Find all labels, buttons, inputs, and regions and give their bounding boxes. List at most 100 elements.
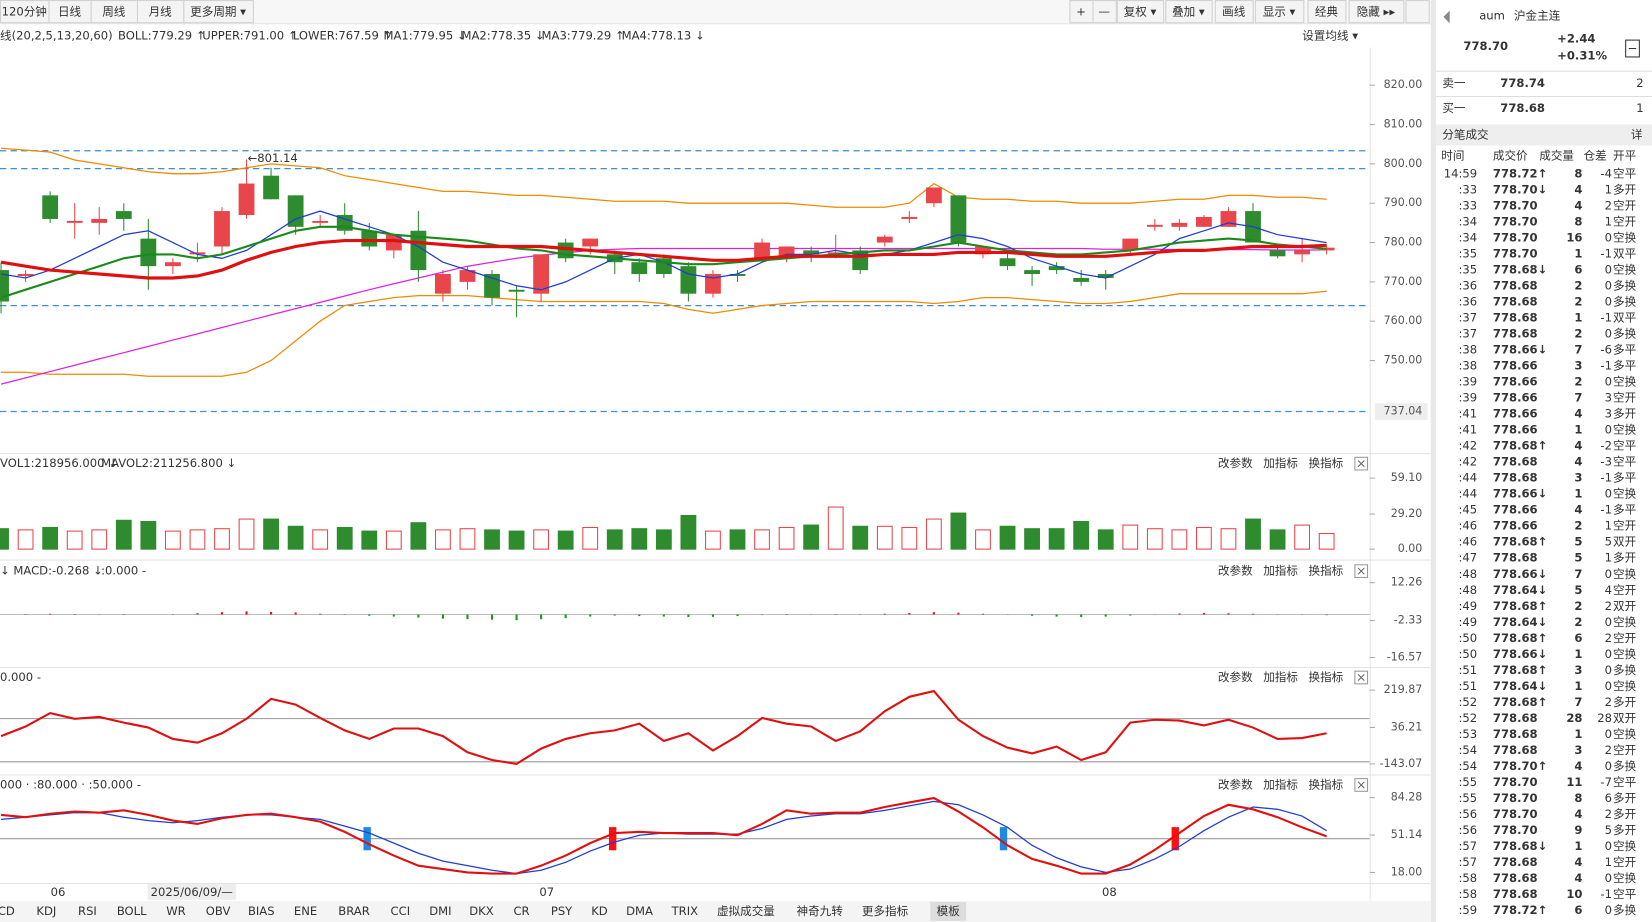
period-label[interactable]: 月线 [149,5,173,19]
tab[interactable]: DMI [429,904,451,918]
trade-type: 多换 [1613,903,1637,917]
tab[interactable]: BIAS [248,904,275,918]
tab[interactable]: BRAR [338,904,369,918]
candle-body [164,262,181,267]
tool-button[interactable] [1214,0,1254,24]
panel-button[interactable]: 加指标 [1263,670,1298,684]
tab[interactable]: RSI [78,904,97,918]
candle-body [950,195,967,243]
tab[interactable]: DKX [469,904,494,918]
trade-type: 多开 [1613,182,1636,196]
period-label[interactable]: 120分钟 [2,5,47,19]
tab[interactable]: BOLL [117,904,147,918]
trade-time: :57 [1458,855,1477,869]
volume-bar [1220,528,1237,550]
ma-line [0,225,1327,299]
trade-price: 778.66↓ [1493,647,1547,661]
volume-bar [140,520,157,550]
tool-button[interactable] [1254,0,1305,24]
trade-price: 778.66 [1493,359,1538,373]
panel-button[interactable]: 换指标 [1309,670,1344,684]
tool-button[interactable] [1165,0,1213,24]
trade-type: 多换 [1613,295,1637,309]
tab[interactable]: KDJ [36,904,56,918]
volume-bar [655,529,672,550]
period-label[interactable]: 周线 [102,5,126,19]
trade-type: 空换 [1613,647,1637,661]
candle-body [189,252,206,255]
tab[interactable]: TRIX [671,904,699,918]
period-button[interactable] [183,0,254,24]
close-icon [1357,567,1365,575]
tab[interactable]: 神奇九转 [797,904,844,918]
candle-body [91,218,108,223]
tab[interactable]: OBV [206,904,231,918]
trade-time: :45 [1458,503,1477,517]
panel-button[interactable]: 改参数 [1218,670,1253,684]
trade-type: 空换 [1613,262,1637,276]
tab[interactable]: PSY [551,904,573,918]
panel-button[interactable]: 换指标 [1309,456,1344,470]
trade-time: :36 [1458,295,1477,309]
tool-label[interactable]: 显示 ▾ [1263,5,1296,19]
tab[interactable]: ENE [294,904,317,918]
tool-button[interactable] [1092,0,1117,24]
y-tick-label: -143.07 [1380,757,1423,770]
trade-time: :44 [1458,471,1477,485]
tool-label[interactable]: — [1098,5,1110,19]
tab[interactable]: 更多指标 [862,904,909,918]
tab[interactable]: 模板 [937,904,961,918]
instrument-name: 沪金主连 [1514,8,1561,22]
fullscreen-button[interactable] [1405,0,1430,24]
panel-button[interactable]: 改参数 [1218,564,1253,578]
tool-label[interactable]: 复权 ▾ [1124,5,1157,19]
tool-label[interactable]: 叠加 ▾ [1172,5,1205,19]
tool-button[interactable] [1116,0,1165,24]
tab[interactable]: KD [591,904,608,918]
trade-oi: 0 [1605,903,1612,917]
period-label[interactable]: 日线 [58,5,82,19]
panel-button[interactable]: 加指标 [1263,564,1298,578]
trade-type: 多换 [1613,279,1637,293]
panel-button[interactable]: 改参数 [1218,456,1253,470]
panel-button[interactable]: 换指标 [1309,777,1344,791]
panel-button[interactable]: 改参数 [1218,777,1253,791]
y-tick-label: 12.26 [1391,576,1423,589]
trade-oi: 0 [1605,375,1612,389]
trade-time: :55 [1458,791,1477,805]
trade-oi: 0 [1605,759,1612,773]
tool-label[interactable]: 隐藏 ▸▸ [1357,5,1396,19]
tool-label[interactable]: 画线 [1222,5,1246,19]
panel-button[interactable]: 换指标 [1309,564,1344,578]
tab[interactable]: WR [166,904,185,918]
book-label: 卖一 [1442,76,1466,90]
trade-time: :56 [1458,823,1477,837]
tab[interactable]: CR [513,904,529,918]
trade-time: :35 [1458,246,1477,260]
tool-button[interactable] [1307,0,1347,24]
trade-time: :48 [1458,583,1477,597]
settings-button[interactable]: 设置均线 ▾ [1302,28,1358,42]
panel-button[interactable]: 加指标 [1263,456,1298,470]
panel-button[interactable]: 加指标 [1263,777,1298,791]
period-label[interactable]: 更多周期 ▾ [190,5,246,19]
volume-bar [803,524,820,550]
tab[interactable]: 虚拟成交量 [717,904,775,918]
back-arrow[interactable] [1443,10,1450,24]
tab[interactable]: CD [0,904,15,918]
trade-type: 空平 [1613,439,1636,453]
legend-item: LOWER:767.59 ↑ [293,28,392,42]
minimize-icon[interactable] [1625,39,1640,58]
tool-label[interactable]: + [1076,5,1086,19]
trade-oi: 2 [1605,198,1612,212]
tool-button[interactable] [1348,0,1405,24]
tool-label[interactable]: 经典 [1315,5,1339,19]
tab[interactable]: DMA [626,904,653,918]
volume-bar [1097,529,1114,550]
detail-button[interactable]: 详 [1631,127,1643,141]
close-icon [1357,673,1365,682]
trade-volume: 4 [1574,855,1582,869]
trade-type: 多开 [1613,551,1636,565]
splitter[interactable] [1430,0,1437,922]
tab[interactable]: CCI [391,904,411,918]
